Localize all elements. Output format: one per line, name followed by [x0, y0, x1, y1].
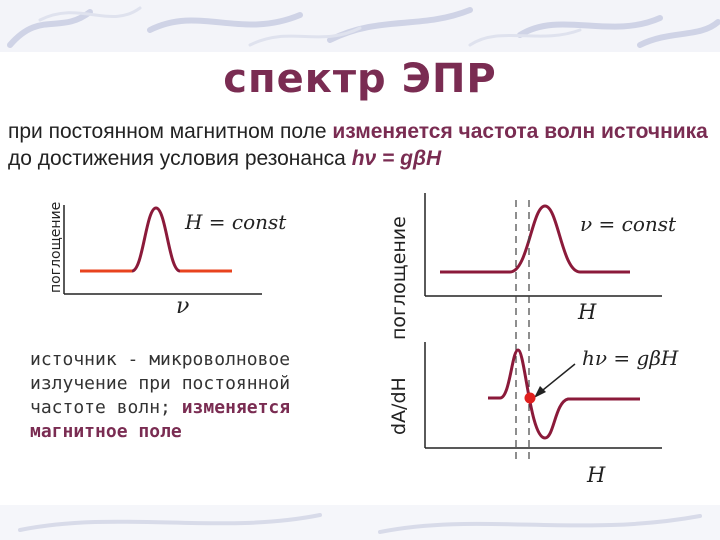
slide-title: спектр ЭПР [223, 56, 497, 102]
resonance-point [524, 392, 536, 404]
intro-text: при постоянном магнитном поле изменяется… [8, 118, 713, 172]
right-top-annotation: ν = const [580, 212, 677, 236]
caption-part-1: источник - микроволновое излучение при п… [30, 349, 291, 418]
left-caption: источник - микроволновое излучение при п… [30, 348, 330, 444]
left-absorption-peak [131, 206, 181, 273]
right-top-absorption-peak [440, 204, 630, 274]
resonance-formula: hν = gβH [351, 147, 442, 170]
right-bottom-derivative-plot [424, 342, 662, 449]
left-annotation: H = const [185, 210, 287, 234]
right-top-absorption-plot [424, 193, 662, 297]
resonance-arrow [537, 363, 576, 395]
intro-highlight: изменяется частота волн источника [332, 120, 708, 143]
right-bottom-annotation: hν = gβH [582, 346, 679, 370]
intro-part-3: до достижения условия резонанса [8, 147, 352, 170]
right-top-ylabel: поглощение [388, 216, 410, 340]
arrow-head [534, 386, 546, 398]
left-xlabel: ν [176, 294, 190, 319]
derivative-curve [488, 348, 640, 440]
caption-highlight: изменяется магнитное поле [30, 397, 291, 442]
right-top-xlabel: H [578, 300, 597, 324]
left-ylabel: поглощение [48, 201, 64, 293]
right-bottom-ylabel: dA/dH [388, 377, 410, 435]
intro-part-1: при постоянном магнитном поле [8, 120, 333, 143]
right-bottom-xlabel: H [587, 463, 606, 487]
left-absorption-plot [63, 205, 262, 295]
